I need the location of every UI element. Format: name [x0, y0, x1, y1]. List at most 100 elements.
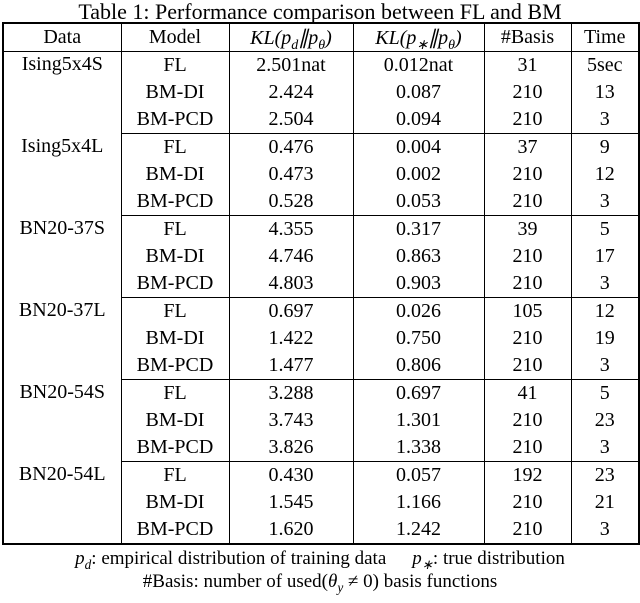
cell-model: BM-PCD — [120, 188, 230, 216]
table-row: BM-DI 1.545 1.166 210 21 — [3, 489, 640, 516]
cell-kl-d: 4.746 — [228, 243, 354, 270]
table-row: Ising5x4L FL 0.476 0.004 37 9 — [2, 133, 640, 216]
table-row: BM-DI 4.746 0.863 210 17 — [3, 243, 640, 270]
cell-kl-d: 0.473 — [228, 161, 354, 188]
cell-time: 12 — [570, 161, 640, 188]
table-row: BM-PCD 2.504 0.094 210 3 — [3, 106, 640, 134]
cell-basis: 39 — [483, 215, 572, 243]
table-row: BM-DI 0.473 0.002 210 12 — [3, 161, 640, 188]
cell-model: BM-DI — [120, 407, 230, 434]
cell-basis: 192 — [483, 461, 572, 489]
cell-time: 5 — [570, 379, 640, 407]
table-body: Ising5x4S FL 2.501nat 0.012nat 31 5sec BM-DI 2.… — [2, 51, 640, 545]
cell-kl-d: 4.803 — [228, 270, 354, 298]
table-row: BM-PCD 0.528 0.053 210 3 — [3, 188, 640, 216]
cell-kl-star: 1.301 — [352, 407, 485, 434]
cell-time: 17 — [570, 243, 640, 270]
cell-time: 19 — [570, 325, 640, 352]
column-header-basis: #Basis — [483, 23, 572, 52]
cell-model: FL — [120, 215, 230, 243]
table-row: BN20-54L FL 0.430 0.057 192 23 — [2, 461, 640, 544]
cell-basis: 31 — [483, 51, 572, 79]
cell-kl-star: 0.750 — [352, 325, 485, 352]
table-row: Ising5x4S FL 2.501nat 0.012nat 31 5sec — [2, 51, 640, 134]
cell-basis: 210 — [483, 243, 572, 270]
cell-kl-d: 2.504 — [228, 106, 354, 134]
cell-kl-d: 0.430 — [228, 461, 354, 489]
table-row: BM-DI 2.424 0.087 210 13 — [3, 79, 640, 106]
cell-kl-star: 0.806 — [352, 352, 485, 380]
cell-kl-d: 0.528 — [228, 188, 354, 216]
cell-kl-star: 0.012nat — [352, 51, 485, 79]
dataset-name: BN20-37L — [2, 297, 122, 380]
cell-basis: 41 — [483, 379, 572, 407]
cell-time: 23 — [570, 407, 640, 434]
cell-model: FL — [120, 461, 230, 489]
cell-kl-d: 3.743 — [228, 407, 354, 434]
cell-basis: 210 — [483, 79, 572, 106]
cell-kl-d: 3.288 — [228, 379, 354, 407]
cell-model: BM-DI — [120, 325, 230, 352]
cell-kl-d: 3.826 — [228, 434, 354, 462]
cell-kl-star: 0.317 — [352, 215, 485, 243]
cell-model: BM-DI — [120, 489, 230, 516]
cell-model: BM-DI — [120, 79, 230, 106]
cell-model: BM-DI — [120, 161, 230, 188]
cell-time: 5sec — [570, 51, 640, 79]
header-row: Data Model KL(pd∥pθ) KL(p∗∥pθ) #Basis Ti… — [2, 23, 640, 52]
cell-model: BM-PCD — [120, 352, 230, 380]
cell-time: 13 — [570, 79, 640, 106]
kl-pd-formula: KL(pd∥pθ) — [250, 27, 332, 52]
cell-basis: 210 — [483, 434, 572, 462]
footnote-distributions: pd: empirical distribution of training d… — [75, 548, 565, 572]
cell-basis: 210 — [483, 407, 572, 434]
cell-kl-star: 1.242 — [352, 516, 485, 545]
dataset-name: BN20-54L — [2, 461, 122, 544]
cell-kl-d: 0.476 — [228, 133, 354, 161]
cell-time: 23 — [570, 461, 640, 489]
cell-time: 5 — [570, 215, 640, 243]
footnote-basis: #Basis: number of used(θy ≠ 0) basis fun… — [142, 571, 498, 595]
table-row: BN20-37L FL 0.697 0.026 105 12 — [2, 297, 640, 380]
cell-basis: 210 — [483, 106, 572, 134]
cell-model: BM-PCD — [120, 434, 230, 462]
cell-kl-d: 4.355 — [228, 215, 354, 243]
cell-kl-star: 0.057 — [352, 461, 485, 489]
cell-kl-d: 1.545 — [228, 489, 354, 516]
cell-kl-star: 0.903 — [352, 270, 485, 298]
cell-kl-star: 0.087 — [352, 79, 485, 106]
table-row: BM-DI 3.743 1.301 210 23 — [3, 407, 640, 434]
cell-model: BM-DI — [120, 243, 230, 270]
column-header-kl-pd: KL(pd∥pθ) — [228, 23, 354, 52]
cell-model: FL — [120, 297, 230, 325]
cell-basis: 210 — [483, 352, 572, 380]
performance-table: Data Model KL(pd∥pθ) KL(p∗∥pθ) #Basis Ti… — [2, 22, 640, 545]
cell-basis: 37 — [483, 133, 572, 161]
cell-basis: 210 — [483, 325, 572, 352]
cell-model: BM-PCD — [120, 516, 230, 545]
cell-time: 3 — [570, 352, 640, 380]
cell-kl-star: 0.004 — [352, 133, 485, 161]
cell-time: 3 — [570, 270, 640, 298]
column-header-time: Time — [570, 23, 640, 52]
cell-kl-star: 0.053 — [352, 188, 485, 216]
cell-kl-d: 1.620 — [228, 516, 354, 545]
cell-kl-d: 0.697 — [228, 297, 354, 325]
kl-pstar-formula: KL(p∗∥pθ) — [375, 27, 462, 52]
cell-model: FL — [120, 51, 230, 79]
cell-kl-star: 0.863 — [352, 243, 485, 270]
column-header-data: Data — [2, 23, 122, 52]
cell-basis: 210 — [483, 188, 572, 216]
cell-kl-d: 2.424 — [228, 79, 354, 106]
cell-kl-star: 0.026 — [352, 297, 485, 325]
cell-kl-star: 1.338 — [352, 434, 485, 462]
cell-time: 3 — [570, 516, 640, 545]
dataset-name: Ising5x4L — [2, 133, 122, 216]
column-header-model: Model — [120, 23, 230, 52]
cell-basis: 210 — [483, 161, 572, 188]
cell-basis: 210 — [483, 270, 572, 298]
cell-basis: 105 — [483, 297, 572, 325]
cell-model: FL — [120, 379, 230, 407]
cell-basis: 210 — [483, 516, 572, 545]
